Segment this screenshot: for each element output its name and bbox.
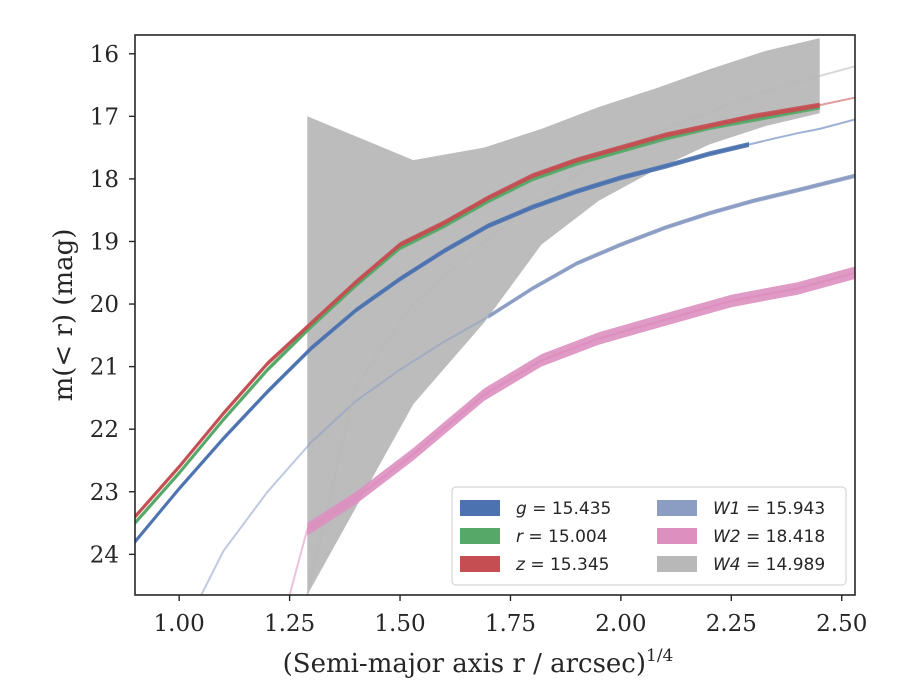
x-tick-label: 1.00 bbox=[154, 611, 205, 637]
band-w4 bbox=[307, 38, 820, 595]
x-tick-label: 2.00 bbox=[595, 611, 646, 637]
y-tick-label: 17 bbox=[90, 104, 119, 130]
legend-label-z: z = 15.345 bbox=[515, 555, 609, 575]
y-tick-label: 21 bbox=[90, 355, 119, 381]
y-tick-label: 22 bbox=[90, 417, 119, 443]
extension-line-z bbox=[819, 96, 855, 107]
x-axis: 1.00 1.25 1.50 1.75 2.00 2.25 2.50 bbox=[154, 595, 867, 637]
plot-area bbox=[135, 38, 855, 595]
y-axis-label: m(< r) (mag) bbox=[49, 229, 79, 402]
x-tick-label: 1.25 bbox=[264, 611, 315, 637]
line-w1 bbox=[487, 174, 855, 318]
legend-swatch-z bbox=[460, 556, 500, 572]
legend-swatch-w2 bbox=[657, 528, 697, 544]
x-tick-label: 2.50 bbox=[816, 611, 867, 637]
extension-line-w2 bbox=[288, 529, 309, 595]
extension-line-g bbox=[748, 118, 855, 146]
legend-swatch-w4 bbox=[657, 556, 697, 572]
legend-swatch-g bbox=[460, 500, 500, 516]
y-tick-label: 18 bbox=[90, 167, 119, 193]
line-w2 bbox=[306, 271, 855, 531]
legend-label-w4: W4 = 14.989 bbox=[713, 555, 825, 575]
y-tick-label: 16 bbox=[90, 42, 119, 68]
x-tick-label: 1.50 bbox=[374, 611, 425, 637]
band-w2 bbox=[307, 266, 855, 536]
line-z bbox=[135, 104, 820, 518]
legend-label-r: r = 15.004 bbox=[516, 527, 608, 547]
y-tick-label: 24 bbox=[90, 542, 119, 568]
y-tick-label: 20 bbox=[90, 292, 119, 318]
x-axis-label: (Semi-major axis r / arcsec)1/4 bbox=[283, 646, 674, 679]
legend: g = 15.435 r = 15.004 z = 15.345 W1 = 15.94… bbox=[451, 486, 847, 586]
extension-line-w1 bbox=[200, 315, 489, 595]
axes-frame bbox=[134, 34, 856, 596]
legend-label-w1: W1 = 15.943 bbox=[713, 499, 825, 519]
legend-swatch-r bbox=[460, 528, 500, 544]
line-g bbox=[135, 143, 750, 543]
x-axis-label-superscript: 1/4 bbox=[646, 646, 673, 666]
legend-label-g: g = 15.435 bbox=[516, 499, 611, 519]
legend-box bbox=[451, 486, 847, 586]
y-tick-label: 19 bbox=[90, 229, 119, 255]
x-tick-label: 2.25 bbox=[706, 611, 757, 637]
legend-swatch-w1 bbox=[657, 500, 697, 516]
extension-line-w4 bbox=[306, 65, 855, 595]
x-tick-label: 1.75 bbox=[485, 611, 536, 637]
y-tick-label: 23 bbox=[90, 480, 119, 506]
y-axis: 16 17 18 19 20 21 22 23 24 bbox=[90, 42, 135, 568]
legend-label-w2: W2 = 18.418 bbox=[713, 527, 825, 547]
